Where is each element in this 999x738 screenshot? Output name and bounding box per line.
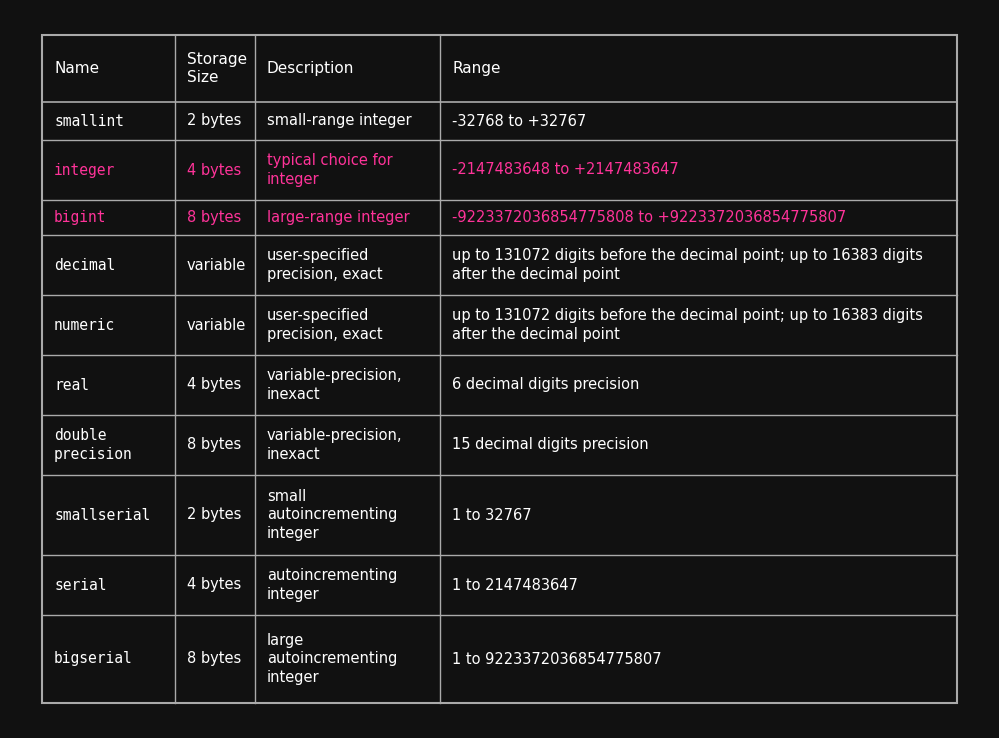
Text: user-specified
precision, exact: user-specified precision, exact xyxy=(267,308,383,342)
Text: double
precision: double precision xyxy=(54,428,133,462)
Text: 8 bytes: 8 bytes xyxy=(187,210,241,225)
Text: bigserial: bigserial xyxy=(54,652,133,666)
Text: serial: serial xyxy=(54,578,107,593)
Text: -9223372036854775808 to +9223372036854775807: -9223372036854775808 to +922337203685477… xyxy=(452,210,846,225)
Text: variable-precision,
inexact: variable-precision, inexact xyxy=(267,428,403,462)
Text: 8 bytes: 8 bytes xyxy=(187,652,241,666)
Text: 2 bytes: 2 bytes xyxy=(187,114,242,128)
Text: 4 bytes: 4 bytes xyxy=(187,378,241,393)
Text: variable: variable xyxy=(187,258,246,272)
Text: Description: Description xyxy=(267,61,355,76)
Text: 1 to 2147483647: 1 to 2147483647 xyxy=(452,578,577,593)
Text: 1 to 32767: 1 to 32767 xyxy=(452,508,531,523)
Text: large-range integer: large-range integer xyxy=(267,210,410,225)
Text: smallint: smallint xyxy=(54,114,124,128)
Text: 4 bytes: 4 bytes xyxy=(187,162,241,178)
Text: numeric: numeric xyxy=(54,317,115,333)
Text: 6 decimal digits precision: 6 decimal digits precision xyxy=(452,378,639,393)
Text: Storage
Size: Storage Size xyxy=(187,52,247,86)
Text: 1 to 9223372036854775807: 1 to 9223372036854775807 xyxy=(452,652,661,666)
Text: 4 bytes: 4 bytes xyxy=(187,578,241,593)
Text: small-range integer: small-range integer xyxy=(267,114,412,128)
Text: 15 decimal digits precision: 15 decimal digits precision xyxy=(452,438,648,452)
Text: user-specified
precision, exact: user-specified precision, exact xyxy=(267,248,383,282)
Text: -32768 to +32767: -32768 to +32767 xyxy=(452,114,586,128)
Text: large
autoincrementing
integer: large autoincrementing integer xyxy=(267,633,398,685)
Text: smallserial: smallserial xyxy=(54,508,150,523)
Text: Name: Name xyxy=(54,61,99,76)
Text: integer: integer xyxy=(54,162,115,178)
Text: 2 bytes: 2 bytes xyxy=(187,508,242,523)
Text: bigint: bigint xyxy=(54,210,107,225)
Text: autoincrementing
integer: autoincrementing integer xyxy=(267,568,398,601)
Text: decimal: decimal xyxy=(54,258,115,272)
Text: variable: variable xyxy=(187,317,246,333)
Text: up to 131072 digits before the decimal point; up to 16383 digits
after the decim: up to 131072 digits before the decimal p… xyxy=(452,248,923,282)
Text: variable-precision,
inexact: variable-precision, inexact xyxy=(267,368,403,401)
Text: -2147483648 to +2147483647: -2147483648 to +2147483647 xyxy=(452,162,678,178)
Text: 8 bytes: 8 bytes xyxy=(187,438,241,452)
Text: small
autoincrementing
integer: small autoincrementing integer xyxy=(267,489,398,541)
Text: real: real xyxy=(54,378,89,393)
Text: up to 131072 digits before the decimal point; up to 16383 digits
after the decim: up to 131072 digits before the decimal p… xyxy=(452,308,923,342)
Text: typical choice for
integer: typical choice for integer xyxy=(267,154,393,187)
Text: Range: Range xyxy=(452,61,500,76)
